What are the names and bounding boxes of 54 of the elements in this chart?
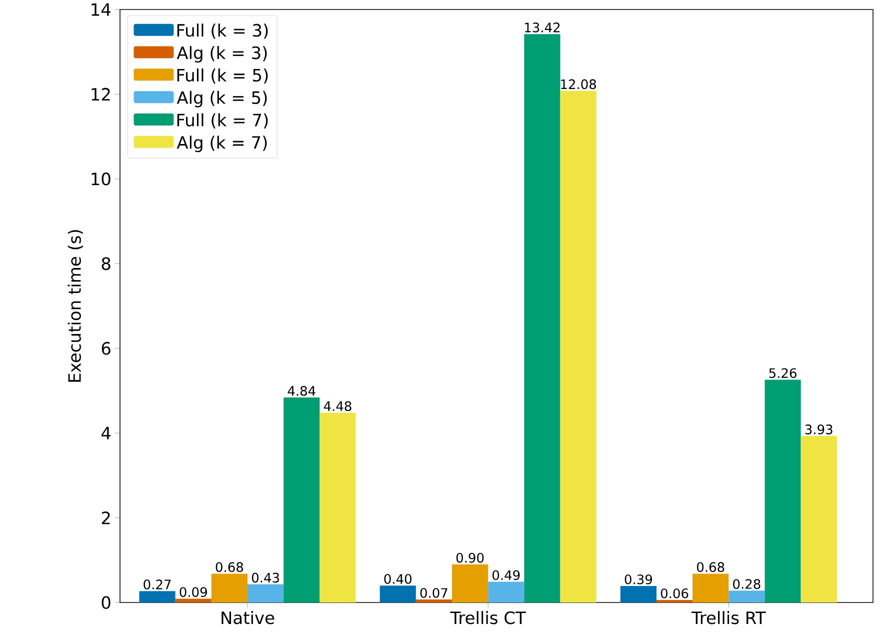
bar xyxy=(560,91,596,603)
y-tick-label: 6 xyxy=(102,342,110,356)
bar xyxy=(416,600,452,603)
data-label: 12.08 xyxy=(561,80,596,90)
y-tick-label: 10 xyxy=(92,172,110,186)
bar xyxy=(656,600,693,603)
y-tick-label: 8 xyxy=(102,257,110,270)
bar xyxy=(248,584,284,603)
x-tick-label: Native xyxy=(222,611,274,624)
bar xyxy=(452,564,488,603)
data-label: 13.42 xyxy=(525,22,560,33)
bar xyxy=(524,34,560,603)
x-tick-label: Trellis RT xyxy=(691,611,766,624)
data-label: 4.48 xyxy=(324,401,352,412)
bar xyxy=(692,574,729,603)
legend-label: Full (k = 3) xyxy=(177,24,268,40)
y-tick-label: 14 xyxy=(92,4,111,16)
data-label: 0.68 xyxy=(697,562,724,572)
bar xyxy=(320,412,356,603)
bar xyxy=(380,586,416,603)
bar xyxy=(800,436,837,603)
legend-label: Full (k = 7) xyxy=(177,114,268,129)
data-label: 3.93 xyxy=(805,424,832,435)
data-label: 0.07 xyxy=(420,588,448,598)
data-label: 0.09 xyxy=(180,587,207,598)
bar xyxy=(764,380,801,603)
data-label: 0.90 xyxy=(456,553,484,563)
bar xyxy=(175,598,212,603)
bar xyxy=(488,582,524,603)
data-label: 0.06 xyxy=(660,588,688,599)
data-label: 4.84 xyxy=(288,386,316,396)
data-label: 0.40 xyxy=(384,574,412,584)
bar xyxy=(728,590,765,603)
data-label: 5.26 xyxy=(769,368,796,378)
y-axis-title: Execution time (s) xyxy=(68,230,83,382)
data-label: 0.39 xyxy=(624,574,652,585)
bar xyxy=(284,398,320,603)
y-tick-label: 0 xyxy=(102,596,110,610)
data-label: 0.28 xyxy=(733,579,760,590)
legend-label: Full (k = 5) xyxy=(177,68,268,84)
y-tick-label: 4 xyxy=(101,427,111,440)
bar xyxy=(620,586,656,603)
x-tick-label: Trellis CT xyxy=(450,611,526,624)
legend-label: Alg (k = 7) xyxy=(176,136,267,152)
data-label: 0.68 xyxy=(216,562,244,572)
data-label: 0.49 xyxy=(492,570,520,580)
bar xyxy=(139,591,176,603)
data-label: 0.43 xyxy=(252,573,279,583)
bar xyxy=(211,574,248,603)
legend-label: Alg (k = 3) xyxy=(176,46,267,63)
data-label: 0.27 xyxy=(144,580,171,590)
legend-label: Alg (k = 5) xyxy=(176,91,267,108)
y-tick-label: 2 xyxy=(102,512,110,524)
y-tick-label: 12 xyxy=(92,88,110,101)
